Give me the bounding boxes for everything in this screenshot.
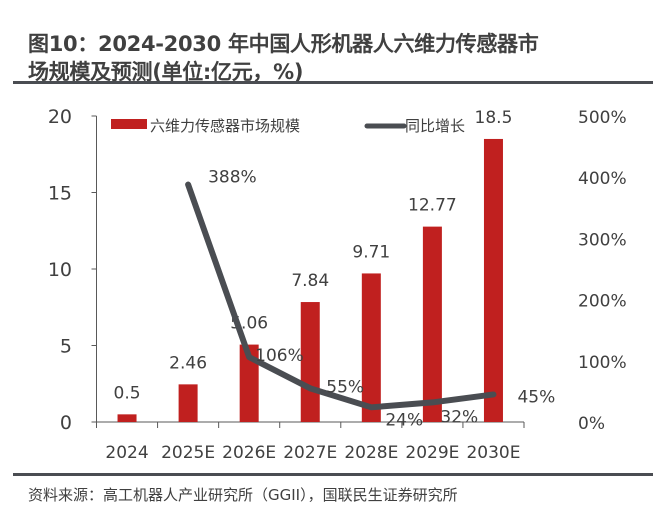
bar-data-label: 12.77 <box>408 196 457 216</box>
line-data-label: 388% <box>208 168 257 188</box>
bar-2024 <box>117 414 137 422</box>
legend-line-label: 同比增长 <box>405 117 465 135</box>
x-axis-tick-label: 2024 <box>105 443 148 463</box>
title-divider <box>13 81 653 84</box>
x-axis-tick-label: 2025E <box>161 443 215 463</box>
bar-data-label: 7.84 <box>291 271 329 291</box>
right-axis-tick-label: 400% <box>578 169 627 189</box>
left-axis-tick-label: 15 <box>48 183 72 205</box>
right-axis-tick-label: 200% <box>578 292 627 312</box>
legend-bar-label: 六维力传感器市场规模 <box>150 117 300 135</box>
line-data-label: 24% <box>385 410 423 430</box>
bar-2025E <box>178 384 198 422</box>
chart-title-line2: 场规模及预测(单位:亿元，%) <box>28 60 304 84</box>
x-axis-tick-label: 2030E <box>466 443 520 463</box>
bar-2030E <box>483 138 503 422</box>
bar-data-label: 9.71 <box>352 242 390 262</box>
line-data-label: 106% <box>255 346 304 366</box>
bar-data-label: 18.5 <box>475 108 513 128</box>
chart-title-line1: 图10：2024-2030 年中国人形机器人六维力传感器市 <box>28 32 539 56</box>
bar-2029E <box>422 226 442 422</box>
right-axis-tick-label: 500% <box>578 108 627 128</box>
left-axis-tick-label: 10 <box>48 259 72 281</box>
legend-bar-swatch <box>111 119 147 129</box>
left-axis-tick-label: 0 <box>60 412 72 434</box>
line-data-label: 55% <box>326 377 364 397</box>
left-axis-tick-label: 5 <box>60 336 72 358</box>
right-axis-tick-label: 300% <box>578 230 627 250</box>
bar-2028E <box>361 273 381 422</box>
right-axis-tick-label: 100% <box>578 353 627 373</box>
line-data-label: 45% <box>517 387 555 407</box>
bar-data-label: 0.5 <box>114 383 141 403</box>
source-note: 资料来源：高工机器人产业研究所（GGII），国联民生证券研究所 <box>28 486 458 504</box>
line-data-label: 32% <box>440 407 478 427</box>
bar-2026E <box>239 344 259 422</box>
growth-line <box>185 181 497 411</box>
bar-data-label: 2.46 <box>169 353 207 373</box>
left-axis-tick-label: 20 <box>48 106 72 128</box>
x-axis-tick-label: 2027E <box>283 443 337 463</box>
x-axis-tick-label: 2028E <box>344 443 398 463</box>
x-axis-tick-label: 2026E <box>222 443 276 463</box>
source-divider <box>13 473 653 476</box>
right-axis-tick-label: 0% <box>578 414 605 434</box>
x-axis-tick-label: 2029E <box>405 443 459 463</box>
